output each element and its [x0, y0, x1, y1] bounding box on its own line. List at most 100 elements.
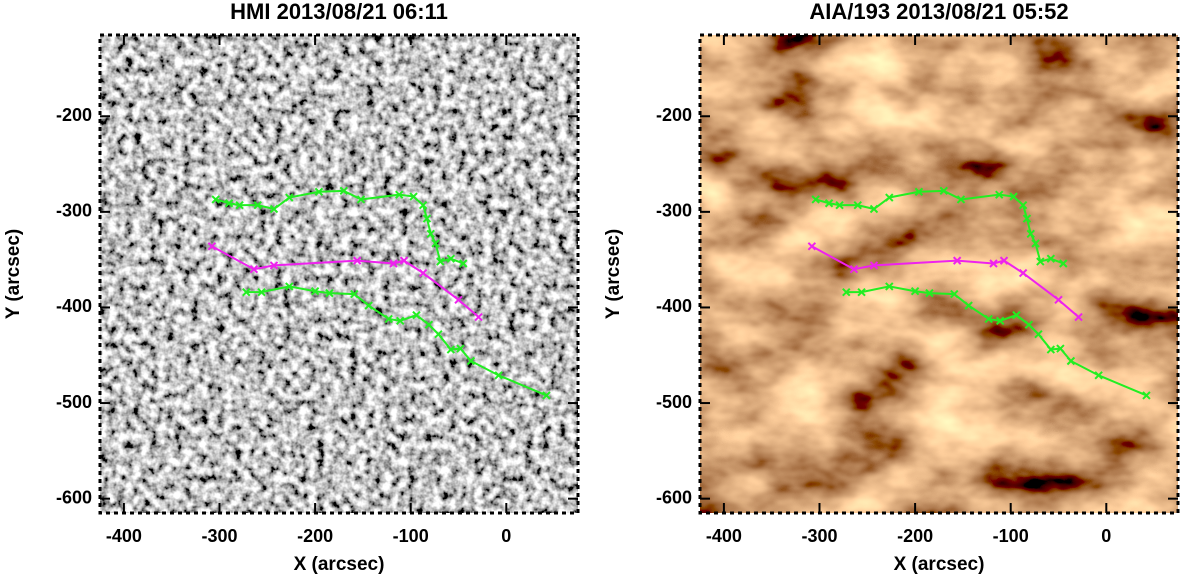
point-marker: [1046, 345, 1056, 354]
point-marker: [1056, 344, 1065, 353]
point-marker: [224, 199, 234, 208]
point-marker: [456, 344, 465, 353]
series: [807, 242, 1083, 322]
point-marker: [494, 371, 503, 380]
point-marker: [356, 195, 366, 204]
point-marker: [285, 282, 294, 291]
chart-title: HMI 2013/08/21 06:11: [230, 0, 448, 24]
point-marker: [910, 287, 920, 296]
point-marker: [1018, 200, 1028, 210]
point-marker: [842, 287, 851, 297]
point-marker: [995, 316, 1005, 326]
point-marker: [426, 229, 435, 239]
point-marker: [434, 330, 443, 339]
series: [207, 242, 483, 322]
point-marker: [399, 256, 409, 265]
point-marker: [869, 204, 879, 214]
series: [211, 186, 468, 268]
x-tick-label: 0: [1101, 526, 1111, 546]
y-tick-label: -200: [56, 105, 92, 125]
series: [842, 282, 1151, 400]
x-tick-label: -400: [106, 526, 142, 546]
point-marker: [384, 314, 393, 324]
point-marker: [984, 314, 993, 324]
y-axis-label: Y (arcsec): [3, 229, 24, 320]
chart-title: AIA/193 2013/08/21 05:52: [809, 0, 1068, 24]
point-marker: [1036, 257, 1045, 266]
image-background: [100, 35, 578, 513]
y-tick-label: -200: [656, 105, 692, 125]
x-tick-label: -400: [706, 526, 742, 546]
y-tick-label: -300: [656, 201, 692, 221]
point-marker: [964, 301, 973, 310]
y-tick-label: -500: [656, 392, 692, 412]
point-marker: [424, 320, 434, 329]
point-marker: [269, 261, 279, 270]
y-tick-label: -300: [56, 201, 92, 221]
point-marker: [310, 287, 320, 296]
point-marker: [436, 257, 445, 266]
point-marker: [857, 287, 866, 297]
x-tick-label: -200: [297, 526, 333, 546]
point-marker: [1059, 259, 1068, 268]
point-marker: [422, 214, 432, 223]
point-marker: [1142, 391, 1151, 400]
point-marker: [1031, 239, 1040, 248]
point-marker: [807, 242, 817, 251]
point-marker: [211, 195, 220, 204]
point-marker: [999, 256, 1009, 265]
point-marker: [364, 301, 373, 310]
point-marker: [869, 261, 879, 270]
y-axis-label: Y (arcsec): [603, 229, 624, 320]
point-marker: [446, 345, 456, 354]
point-marker: [1054, 295, 1063, 305]
point-marker: [418, 200, 428, 210]
point-marker: [314, 187, 324, 196]
point-marker: [474, 312, 483, 322]
point-marker: [257, 287, 266, 297]
point-marker: [459, 259, 468, 268]
point-marker: [989, 259, 998, 268]
x-axis-label: X (arcsec): [294, 554, 385, 575]
point-marker: [1009, 192, 1018, 201]
point-marker: [1018, 268, 1028, 278]
point-marker: [952, 256, 962, 265]
point-marker: [925, 288, 934, 298]
series-line: [215, 189, 464, 265]
point-marker: [412, 310, 421, 320]
point-marker: [1034, 330, 1043, 339]
plot-frame: [98, 33, 580, 515]
point-marker: [285, 193, 294, 202]
point-marker: [542, 391, 551, 400]
point-marker: [418, 268, 428, 278]
x-tick-label: -200: [897, 526, 933, 546]
point-marker: [885, 193, 894, 202]
point-marker: [389, 259, 398, 268]
point-marker: [207, 242, 217, 251]
point-marker: [350, 289, 359, 299]
y-tick-label: -500: [56, 392, 92, 412]
point-marker: [885, 282, 894, 291]
y-tick-label: -600: [656, 487, 692, 507]
point-marker: [1012, 310, 1021, 320]
image-background: [700, 35, 1178, 513]
series: [242, 282, 551, 400]
x-tick-label: -100: [993, 526, 1029, 546]
point-marker: [242, 287, 251, 297]
point-marker: [235, 200, 244, 210]
point-marker: [352, 256, 362, 265]
point-marker: [1074, 312, 1083, 322]
point-marker: [446, 254, 456, 263]
series: [811, 186, 1068, 268]
point-marker: [325, 288, 334, 298]
x-tick-label: 0: [501, 526, 511, 546]
y-tick-label: -400: [56, 296, 92, 316]
point-marker: [1022, 214, 1032, 223]
point-marker: [1066, 356, 1076, 366]
x-axis-label: X (arcsec): [894, 554, 985, 575]
point-marker: [1026, 229, 1035, 239]
point-marker: [811, 195, 820, 204]
point-marker: [824, 199, 834, 208]
point-marker: [1024, 320, 1034, 329]
